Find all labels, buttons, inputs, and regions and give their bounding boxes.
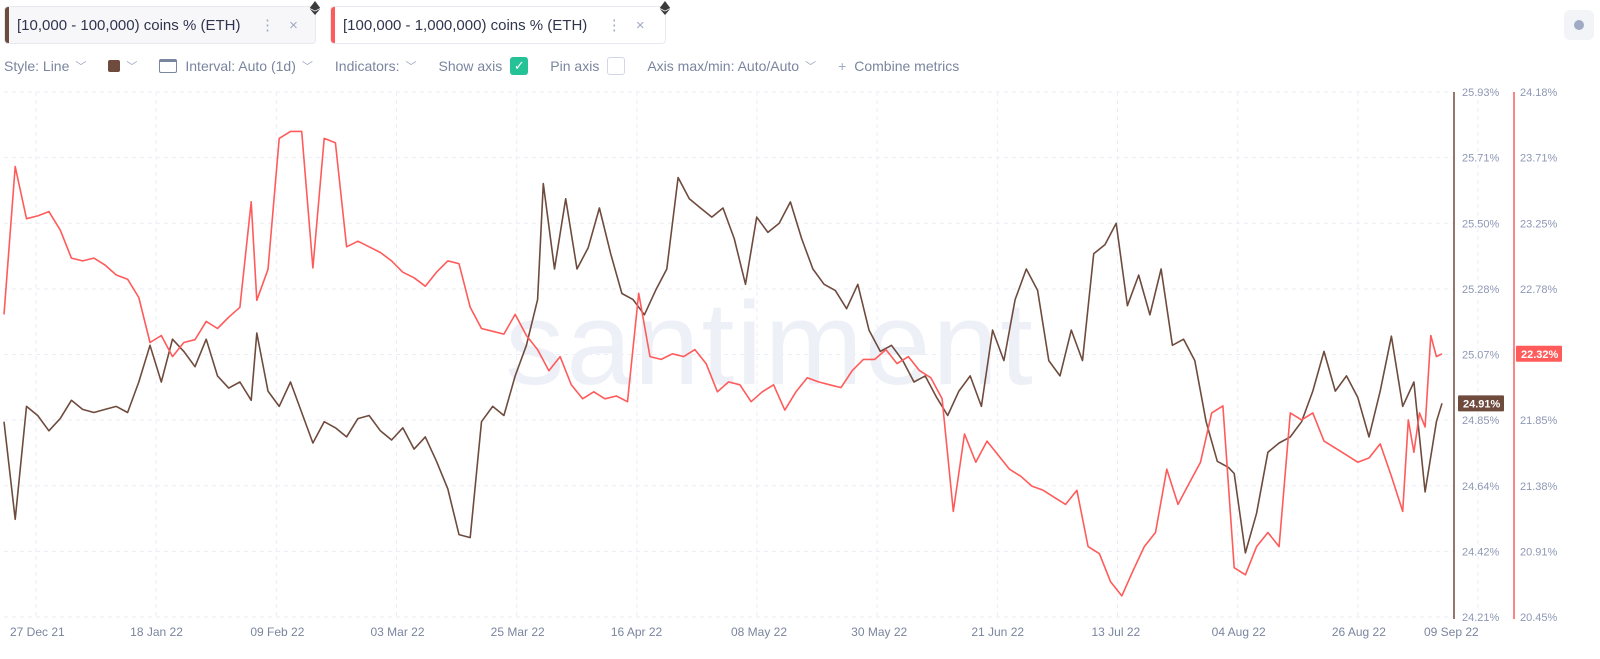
x-axis-tick-label: 30 May 22 — [851, 625, 907, 639]
x-axis-tick-label: 08 May 22 — [731, 625, 787, 639]
x-axis-tick-label: 27 Dec 21 — [10, 625, 65, 639]
chart-toolbar: Style: Line ﹀ ﹀ Interval: Auto (1d) ﹀ In… — [4, 52, 981, 80]
left-axis-tick-label: 25.71% — [1462, 153, 1500, 165]
combine-metrics-button[interactable]: + Combine metrics — [838, 58, 959, 74]
left-axis-tick-label: 24.64% — [1462, 481, 1500, 493]
x-axis-tick-label: 03 Mar 22 — [371, 625, 425, 639]
calendar-icon — [159, 59, 178, 73]
dot-icon — [1574, 20, 1584, 30]
x-axis-tick-label: 09 Feb 22 — [250, 625, 304, 639]
color-picker[interactable]: ﹀ — [108, 58, 137, 74]
pin-axis-toggle[interactable]: Pin axis — [550, 57, 626, 75]
left-axis-tick-label: 24.21% — [1462, 612, 1500, 624]
last-value-label: 22.32% — [1521, 349, 1559, 361]
x-axis-tick-label: 13 Jul 22 — [1092, 625, 1141, 639]
axis-maxmin-dropdown[interactable]: Axis max/min: Auto/Auto ﹀ — [647, 58, 816, 74]
x-axis-tick-label: 16 Apr 22 — [611, 625, 663, 639]
right-axis-tick-label: 22.78% — [1520, 284, 1558, 296]
show-axis-label: Show axis — [438, 58, 503, 74]
right-axis-tick-label: 23.71% — [1520, 153, 1558, 165]
ethereum-icon — [309, 1, 321, 15]
interval-dropdown[interactable]: Interval: Auto (1d) ﹀ — [159, 58, 313, 74]
series-line-2 — [3, 130, 1443, 597]
chevron-down-icon: ﹀ — [75, 61, 87, 73]
left-axis-tick-label: 24.42% — [1462, 546, 1500, 558]
close-icon[interactable]: × — [635, 16, 645, 34]
checkbox-unchecked-icon[interactable] — [607, 57, 626, 75]
series-line-1 — [3, 176, 1443, 554]
right-axis-tick-label: 21.38% — [1520, 481, 1558, 493]
indicators-dropdown[interactable]: Indicators: ﹀ — [335, 58, 417, 74]
metric-tab-1[interactable]: [10,000 - 100,000) coins % (ETH) ⋮ × — [4, 1, 321, 44]
chart-grid — [4, 91, 1479, 618]
style-label: Style: Line — [4, 58, 70, 74]
x-axis-tick-label: 26 Aug 22 — [1332, 625, 1386, 639]
combine-metrics-label: Combine metrics — [854, 58, 960, 74]
checkbox-checked-icon[interactable]: ✓ — [510, 57, 529, 75]
left-axis-tick-label: 25.07% — [1462, 350, 1500, 362]
right-axis-tick-label: 20.45% — [1520, 612, 1558, 624]
x-axis-tick-label: 25 Mar 22 — [491, 625, 545, 639]
x-axis-tick-label: 21 Jun 22 — [971, 625, 1024, 639]
x-axis-tick-label: 09 Sep 22 — [1424, 625, 1479, 639]
metric-tab-label: [100,000 - 1,000,000) coins % (ETH) — [343, 16, 588, 34]
interval-label: Interval: Auto (1d) — [185, 58, 296, 74]
close-icon[interactable]: × — [289, 16, 298, 34]
more-options-icon[interactable]: ⋮ — [606, 17, 622, 34]
pin-axis-label: Pin axis — [550, 58, 600, 74]
santiment-watermark: santiment — [505, 278, 1035, 410]
left-axis-tick-label: 25.50% — [1462, 218, 1500, 230]
show-axis-toggle[interactable]: Show axis ✓ — [438, 57, 529, 75]
axis-maxmin-label: Axis max/min: Auto/Auto — [647, 58, 800, 74]
chart-axes: 25.93% 24.18% 25.71% 23.71% 25.50% 23.25% 25.2… — [10, 87, 1562, 639]
last-value-label: 24.91% — [1463, 398, 1501, 410]
more-options-icon[interactable]: ⋮ — [259, 17, 275, 34]
last-value-badge — [1516, 345, 1562, 362]
chevron-down-icon: ﹀ — [301, 61, 313, 73]
chevron-down-icon: ﹀ — [126, 61, 138, 73]
right-axis-tick-label: 20.91% — [1520, 546, 1558, 558]
settings-toggle-button[interactable] — [1564, 10, 1594, 40]
color-swatch — [108, 60, 121, 72]
x-axis-tick-label: 18 Jan 22 — [130, 625, 183, 639]
metric-tab-2[interactable]: [100,000 - 1,000,000) coins % (ETH) ⋮ × — [330, 1, 671, 44]
plus-icon: + — [838, 58, 847, 74]
chevron-down-icon: ﹀ — [805, 61, 817, 73]
right-axis-tick-label: 24.18% — [1520, 87, 1558, 99]
left-axis-tick-label: 25.93% — [1462, 87, 1500, 99]
last-value-badge — [1458, 395, 1504, 412]
ethereum-icon — [659, 1, 671, 15]
left-axis-tick-label: 25.28% — [1462, 284, 1500, 296]
left-axis-tick-label: 24.85% — [1462, 415, 1500, 427]
metric-color-stripe — [5, 7, 9, 43]
x-axis-tick-label: 04 Aug 22 — [1212, 625, 1266, 639]
style-dropdown[interactable]: Style: Line ﹀ — [4, 58, 86, 74]
metric-tab-label: [10,000 - 100,000) coins % (ETH) — [17, 16, 241, 34]
right-axis-tick-label: 21.85% — [1520, 415, 1558, 427]
chart-series — [3, 130, 1443, 597]
right-axis-tick-label: 23.25% — [1520, 218, 1558, 230]
line-chart[interactable]: santiment 25.93% 24.18% 25.71% 23.71% 25.50%… — [0, 84, 1600, 659]
indicators-label: Indicators: — [334, 58, 400, 74]
chevron-down-icon: ﹀ — [405, 61, 417, 73]
metric-color-stripe — [331, 7, 335, 43]
